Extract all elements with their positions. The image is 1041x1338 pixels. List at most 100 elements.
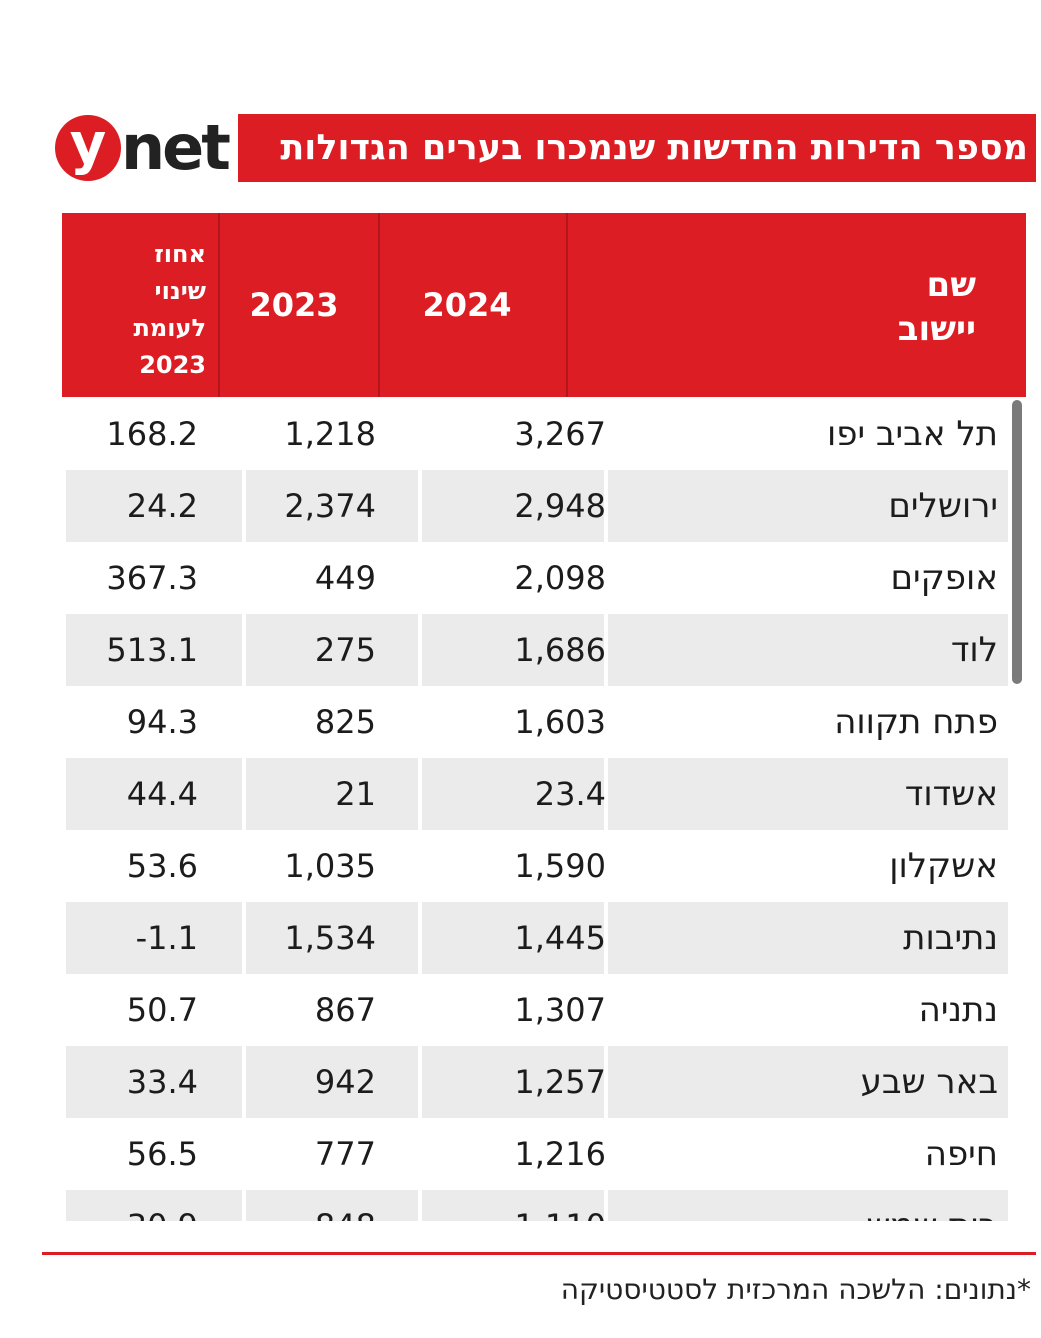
cell-value-2023: 275 — [314, 631, 376, 669]
cell-settlement-name: אופקים — [890, 558, 998, 598]
table-row: לוד 1,686 275 513.1 — [66, 614, 1008, 686]
row-column-gap — [418, 758, 422, 830]
cell-value-2024: 1,445 — [514, 919, 606, 957]
table-row: תל אביב יפו 3,267 1,218 168.2 — [66, 398, 1008, 470]
chart-title: מספר הדירות החדשות שנמכרו בערים הגדולות — [238, 114, 1036, 182]
table-body[interactable]: תל אביב יפו 3,267 1,218 168.2 ירושלים 2,948 2,… — [66, 398, 1008, 1221]
cell-value-2024: 1,590 — [514, 847, 606, 885]
row-column-gap — [242, 1190, 246, 1221]
cell-value-2023: 942 — [314, 1063, 376, 1101]
row-column-gap — [418, 1046, 422, 1118]
table-header: שם יישוב 2024 2023 אחוז שינוי לעומת 2023 — [62, 213, 1026, 397]
header-name-line2: יישוב — [897, 309, 976, 349]
cell-value-2023: 777 — [314, 1135, 376, 1173]
ynet-logo: y net — [55, 111, 231, 184]
row-column-gap — [242, 470, 246, 542]
header-2023: 2023 — [249, 286, 339, 324]
cell-value-2023: 21 — [335, 775, 376, 813]
cell-settlement-name: אשדוד — [904, 774, 998, 814]
cell-change-percent: 513.1 — [106, 631, 198, 669]
cell-settlement-name: בית שמש — [578, 1190, 998, 1221]
table-row: נתיבות 1,445 1,534 -1.1 — [66, 902, 1008, 974]
cell-change-percent: 168.2 — [106, 415, 198, 453]
header-divider — [378, 213, 380, 397]
cell-value-2023: 1,534 — [284, 919, 376, 957]
cell-value-2024: 1,307 — [514, 991, 606, 1029]
cell-settlement-name: נתניה — [918, 990, 998, 1030]
cell-settlement-name: לוד — [950, 630, 998, 670]
cell-settlement-name: פתח תקווה — [834, 702, 998, 742]
cell-value-2023: 449 — [314, 559, 376, 597]
ynet-logo-net: net — [121, 111, 231, 184]
row-column-gap — [604, 758, 608, 830]
cell-change-percent: 53.6 — [126, 847, 198, 885]
cell-value-2023: 2,374 — [284, 487, 376, 525]
cell-value-2023: 1,218 — [284, 415, 376, 453]
cell-value-2024: 2,948 — [514, 487, 606, 525]
cell-value-2023: 848 — [256, 1190, 376, 1221]
ynet-logo-y: y — [55, 115, 121, 181]
table-row: אשקלון 1,590 1,035 53.6 — [66, 830, 1008, 902]
cell-value-2024: 1,603 — [514, 703, 606, 741]
table-row: ירושלים 2,948 2,374 24.2 — [66, 470, 1008, 542]
row-column-gap — [604, 902, 608, 974]
cell-value-2024: 1,686 — [514, 631, 606, 669]
cell-settlement-name: נתיבות — [903, 918, 998, 958]
cell-settlement-name: תל אביב יפו — [826, 414, 998, 454]
footer-divider — [42, 1252, 1036, 1255]
cell-change-percent: 94.3 — [126, 703, 198, 741]
table-row: אופקים 2,098 449 367.3 — [66, 542, 1008, 614]
header-name-line1: שם — [926, 265, 976, 305]
row-column-gap — [418, 470, 422, 542]
table-row: חיפה 1,216 777 56.5 — [66, 1118, 1008, 1190]
cell-settlement-name: חיפה — [924, 1134, 998, 1174]
cell-settlement-name: אשקלון — [889, 846, 998, 886]
table-row: אשדוד 23.4 21 44.4 — [66, 758, 1008, 830]
header-divider — [566, 213, 568, 397]
cell-change-percent: 367.3 — [106, 559, 198, 597]
row-column-gap — [604, 470, 608, 542]
cell-value-2024: 23.4 — [534, 775, 606, 813]
source-note: *נתונים: הלשכה המרכזית לסטטיסטיקה — [560, 1273, 1031, 1306]
cell-value-2024: 1,110 — [420, 1190, 606, 1221]
cell-value-2024: 3,267 — [514, 415, 606, 453]
cell-change-percent: -1.1 — [135, 919, 198, 957]
header-2024: 2024 — [422, 286, 512, 324]
cell-change-percent: 50.7 — [126, 991, 198, 1029]
cell-change-percent: 44.4 — [126, 775, 198, 813]
cell-change-percent: 30.9 — [66, 1190, 198, 1221]
header-settlement-name: שם יישוב — [568, 213, 1026, 397]
header-pct-line4: 2023 — [139, 351, 206, 379]
row-column-gap — [242, 614, 246, 686]
header-pct-line2: שינוי — [154, 277, 206, 305]
cell-value-2024: 2,098 — [514, 559, 606, 597]
table-row: בית שמש1,110 848 30.9 — [66, 1190, 1008, 1221]
cell-change-percent: 56.5 — [126, 1135, 198, 1173]
cell-change-percent: 33.4 — [126, 1063, 198, 1101]
cell-settlement-name: ירושלים — [888, 486, 998, 526]
cell-value-2024: 1,257 — [514, 1063, 606, 1101]
cell-change-percent: 24.2 — [126, 487, 198, 525]
row-column-gap — [242, 902, 246, 974]
row-column-gap — [418, 614, 422, 686]
row-column-gap — [418, 902, 422, 974]
row-column-gap — [418, 1190, 422, 1221]
cell-value-2023: 867 — [314, 991, 376, 1029]
table-row: פתח תקווה 1,603 825 94.3 — [66, 686, 1008, 758]
row-column-gap — [242, 758, 246, 830]
header-divider — [218, 213, 220, 397]
vertical-scrollbar[interactable] — [1012, 400, 1022, 684]
cell-value-2024: 1,216 — [514, 1135, 606, 1173]
header-pct-line3: לעומת — [133, 314, 206, 342]
table-row: נתניה 1,307 867 50.7 — [66, 974, 1008, 1046]
row-column-gap — [604, 1190, 608, 1221]
header-change-percent: אחוז שינוי לעומת 2023 — [62, 213, 220, 397]
header-pct-line1: אחוז — [154, 240, 206, 268]
cell-value-2023: 825 — [314, 703, 376, 741]
cell-value-2023: 1,035 — [284, 847, 376, 885]
row-column-gap — [604, 614, 608, 686]
row-column-gap — [242, 1046, 246, 1118]
cell-settlement-name: באר שבע — [860, 1062, 998, 1102]
table-row: באר שבע 1,257 942 33.4 — [66, 1046, 1008, 1118]
row-column-gap — [604, 1046, 608, 1118]
